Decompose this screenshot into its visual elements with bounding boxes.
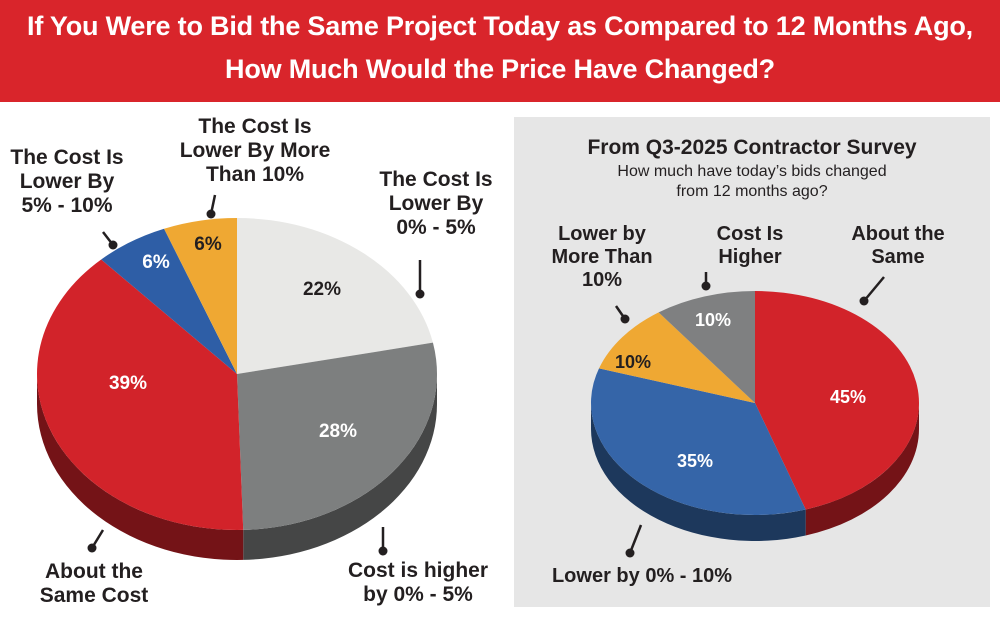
pie-1-leader-dot-1: [415, 289, 425, 299]
pie-1-slice-2: [237, 342, 438, 530]
pie-chart-2: 45% 35% 10% 10% About the Same Lower by 0% - 1…: [551, 223, 944, 587]
pie-1-slice-5: [164, 218, 237, 374]
pie-2-slice-1: [755, 291, 919, 510]
pie-2-leader-line-1: [863, 276, 885, 302]
pie-chart-1: 22% 28% 39% 6% 6% The Cost Is Lower By 0% - 5% C…: [10, 115, 492, 607]
pie-1-value-label-2: 28%: [319, 421, 357, 442]
pie-1-slice-1: [237, 218, 433, 374]
pie-1-value-label-4: 6%: [142, 252, 170, 273]
pie-2-value-label-4: 10%: [695, 310, 731, 330]
pie-1-slice-3: [36, 259, 244, 530]
pie-1-category-label-4: The Cost Is Lower By 5% - 10%: [10, 146, 123, 217]
pie-1-category-label-1: The Cost Is Lower By 0% - 5%: [379, 168, 492, 239]
pie-1-slice-4: [101, 228, 237, 374]
pie-2-category-label-1: About the Same: [851, 223, 944, 268]
pie-1-side-3: [37, 374, 244, 560]
pie-2-slice-2: [590, 368, 806, 515]
pie-1-leader-dot-5: [206, 209, 216, 219]
pie-1-category-label-2: Cost is higher by 0% - 5%: [348, 559, 488, 606]
pie-1-value-label-3: 39%: [109, 373, 147, 394]
pie-2-leader-dot-1: [859, 296, 869, 306]
pie-1-value-label-1: 22%: [303, 279, 341, 300]
page-title-line-1: If You Were to Bid the Same Project Toda…: [27, 11, 973, 41]
pie-2-value-label-1: 45%: [830, 387, 866, 407]
pie-2-category-label-3: Lower by More Than 10%: [551, 223, 652, 291]
title-banner: [0, 0, 1000, 102]
survey-panel-title: From Q3-2025 Contractor Survey: [587, 136, 917, 159]
pie-1-leader-dot-2: [378, 546, 388, 556]
pie-1-side-2: [243, 374, 437, 560]
pie-1-leader-dot-3: [87, 543, 97, 553]
survey-panel-subtitle-line-2: from 12 months ago?: [676, 183, 828, 200]
pie-2-category-label-4: Cost Is Higher: [717, 223, 784, 268]
pie-2-slice-4: [658, 291, 755, 403]
survey-panel-subtitle-line-1: How much have today’s bids changed: [617, 163, 887, 180]
pie-2-value-label-2: 35%: [677, 451, 713, 471]
pie-2-value-label-3: 10%: [615, 352, 651, 372]
pie-1-category-label-3: About the Same Cost: [40, 560, 149, 607]
pie-2-side-walls: [591, 403, 919, 541]
page-title-line-2: How Much Would the Price Have Changed?: [225, 54, 775, 84]
pie-2-leader-line-2: [628, 524, 643, 554]
pie-2-side-1: [805, 403, 919, 536]
pie-2-category-label-2: Lower by 0% - 10%: [552, 565, 732, 587]
pie-1-category-label-5: The Cost Is Lower By More Than 10%: [180, 115, 331, 186]
pie-2-side-2: [591, 403, 806, 541]
pie-1-value-label-5: 6%: [194, 234, 222, 255]
pie-2-leader-dot-2: [625, 548, 635, 558]
pie-2-slice-3: [599, 312, 755, 403]
pie-1-side-walls: [37, 374, 437, 560]
pie-2-leader-dot-3: [620, 314, 630, 324]
pie-2-leader-dot-4: [701, 281, 711, 291]
pie-1-leader-dot-4: [108, 240, 118, 250]
